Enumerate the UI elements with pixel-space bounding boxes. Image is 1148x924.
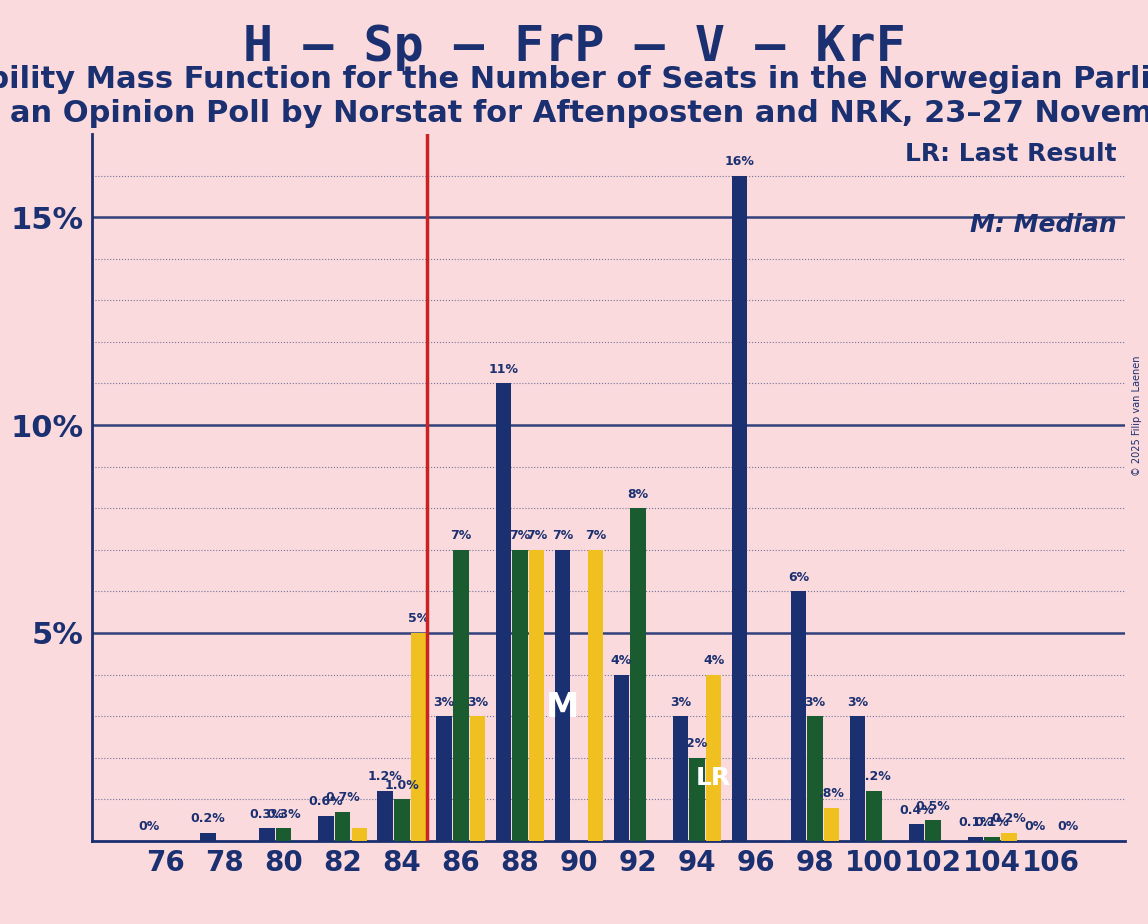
Bar — [925, 821, 941, 841]
Bar — [689, 758, 705, 841]
Text: 0%: 0% — [1024, 821, 1045, 833]
Bar — [378, 791, 393, 841]
Text: 0.6%: 0.6% — [309, 796, 343, 808]
Bar — [968, 837, 984, 841]
Text: 7%: 7% — [526, 529, 548, 542]
Text: 0.4%: 0.4% — [899, 804, 934, 817]
Bar — [706, 675, 721, 841]
Text: LR: Last Result: LR: Last Result — [905, 142, 1116, 166]
Bar — [470, 716, 486, 841]
Bar — [554, 550, 571, 841]
Bar — [411, 633, 426, 841]
Bar — [453, 550, 468, 841]
Text: 0.7%: 0.7% — [325, 791, 360, 804]
Text: © 2025 Filip van Laenen: © 2025 Filip van Laenen — [1132, 356, 1141, 476]
Text: 0.1%: 0.1% — [959, 816, 993, 829]
Text: Probability Mass Function for the Number of Seats in the Norwegian Parliament: Probability Mass Function for the Number… — [0, 65, 1148, 93]
Text: 0.3%: 0.3% — [266, 808, 301, 821]
Bar — [351, 829, 367, 841]
Bar — [318, 816, 334, 841]
Text: LR: LR — [696, 767, 731, 790]
Text: M: M — [545, 691, 579, 724]
Text: 3%: 3% — [434, 696, 455, 709]
Text: 3%: 3% — [847, 696, 868, 709]
Text: 0.5%: 0.5% — [916, 799, 951, 812]
Text: 4%: 4% — [611, 654, 631, 667]
Text: Based on an Opinion Poll by Norstat for Aftenposten and NRK, 23–27 November 2021: Based on an Opinion Poll by Norstat for … — [0, 99, 1148, 128]
Text: 0%: 0% — [139, 821, 160, 833]
Bar — [529, 550, 544, 841]
Text: 0.2%: 0.2% — [992, 812, 1026, 825]
Bar — [791, 591, 806, 841]
Bar — [259, 829, 274, 841]
Text: 11%: 11% — [488, 363, 518, 376]
Bar — [394, 799, 410, 841]
Text: 7%: 7% — [450, 529, 472, 542]
Bar — [276, 829, 292, 841]
Bar — [867, 791, 882, 841]
Bar — [985, 837, 1000, 841]
Text: 0.3%: 0.3% — [250, 808, 285, 821]
Text: 4%: 4% — [703, 654, 724, 667]
Bar — [512, 550, 528, 841]
Text: 1.2%: 1.2% — [367, 771, 403, 784]
Text: 7%: 7% — [585, 529, 606, 542]
Bar — [630, 508, 645, 841]
Text: H – Sp – FrP – V – KrF: H – Sp – FrP – V – KrF — [242, 23, 906, 71]
Bar — [335, 812, 350, 841]
Bar — [850, 716, 866, 841]
Text: 3%: 3% — [669, 696, 691, 709]
Text: 0%: 0% — [1057, 821, 1078, 833]
Text: 1.2%: 1.2% — [856, 771, 892, 784]
Bar — [496, 383, 511, 841]
Bar — [614, 675, 629, 841]
Bar — [588, 550, 604, 841]
Text: 6%: 6% — [788, 571, 809, 584]
Bar — [909, 824, 924, 841]
Text: 0.1%: 0.1% — [975, 816, 1009, 829]
Text: 3%: 3% — [805, 696, 825, 709]
Text: 16%: 16% — [724, 155, 754, 168]
Text: 1.0%: 1.0% — [385, 779, 419, 792]
Bar — [731, 176, 747, 841]
Text: 2%: 2% — [687, 737, 707, 750]
Text: 8%: 8% — [628, 488, 649, 501]
Text: 0.2%: 0.2% — [191, 812, 225, 825]
Text: M: Median: M: Median — [970, 213, 1116, 237]
Text: 7%: 7% — [552, 529, 573, 542]
Text: .8%: .8% — [819, 787, 845, 800]
Bar — [1001, 833, 1016, 841]
Text: 5%: 5% — [408, 613, 429, 626]
Bar — [436, 716, 452, 841]
Bar — [824, 808, 839, 841]
Text: 3%: 3% — [467, 696, 488, 709]
Bar — [673, 716, 688, 841]
Bar — [201, 833, 216, 841]
Text: 7%: 7% — [510, 529, 530, 542]
Bar — [807, 716, 823, 841]
